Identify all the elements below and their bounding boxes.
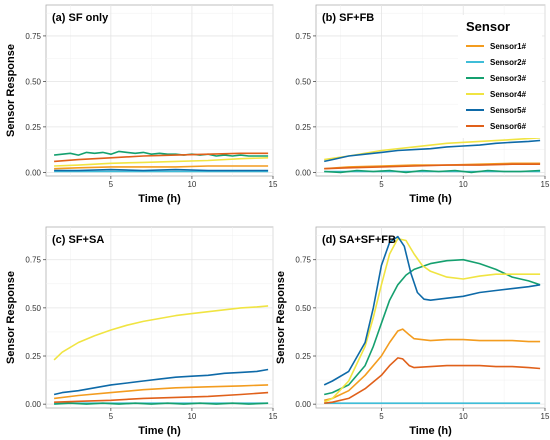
x-tick-label: 15 bbox=[269, 412, 278, 421]
x-tick-label: 5 bbox=[109, 180, 114, 189]
x-tick-label: 10 bbox=[459, 180, 468, 189]
y-tick-label: 0.25 bbox=[25, 123, 41, 132]
y-tick-label: 0.50 bbox=[295, 304, 311, 313]
y-tick-label: 0.75 bbox=[295, 256, 311, 265]
panel-0: 5 10 15 0.00 0.25 0.50 0.75 (a) SF only Time (h)… bbox=[5, 4, 278, 205]
panel-title: (a) SF only bbox=[52, 12, 109, 24]
legend-label-Sensor4: Sensor4# bbox=[490, 90, 527, 99]
y-tick-label: 0.25 bbox=[295, 123, 311, 132]
x-tick-label: 15 bbox=[269, 180, 278, 189]
x-axis-title: Time (h) bbox=[409, 425, 452, 437]
series-line-Sensor5 bbox=[53, 368, 269, 396]
series-line-Sensor6 bbox=[324, 357, 541, 404]
plot-area bbox=[315, 226, 546, 409]
x-tick-label: 10 bbox=[187, 412, 196, 421]
y-tick-label: 0.25 bbox=[295, 352, 311, 361]
y-tick-label: 0.50 bbox=[25, 304, 41, 313]
y-tick-label: 0.00 bbox=[295, 400, 311, 409]
series-line-Sensor1 bbox=[54, 384, 269, 400]
series-line-Sensor3 bbox=[54, 402, 269, 405]
series-line-Sensor5 bbox=[54, 168, 269, 172]
y-tick-label: 0.25 bbox=[25, 352, 41, 361]
panel-3: 5 10 15 0.00 0.25 0.50 0.75 (d) SA+SF+FB Time (h… bbox=[275, 226, 550, 437]
y-tick-label: 0.75 bbox=[295, 32, 311, 41]
series-line-Sensor5 bbox=[324, 139, 541, 163]
legend-label-Sensor2: Sensor2# bbox=[490, 58, 527, 67]
panel-title: (d) SA+SF+FB bbox=[322, 234, 396, 246]
x-axis-title: Time (h) bbox=[409, 193, 452, 205]
legend-label-Sensor5: Sensor5# bbox=[490, 106, 527, 115]
y-tick-label: 0.50 bbox=[25, 77, 41, 86]
y-axis-title: Sensor Response bbox=[5, 44, 17, 137]
legend-label-Sensor1: Sensor1# bbox=[490, 42, 527, 51]
y-tick-label: 0.50 bbox=[295, 77, 311, 86]
x-axis-title: Time (h) bbox=[138, 425, 181, 437]
series-line-Sensor1 bbox=[54, 165, 269, 170]
x-tick-label: 10 bbox=[187, 180, 196, 189]
series-line-Sensor4 bbox=[323, 237, 541, 403]
series-line-Sensor1 bbox=[324, 328, 541, 402]
plot-area bbox=[45, 226, 274, 409]
panel-title: (c) SF+SA bbox=[52, 234, 104, 246]
series-line-Sensor6 bbox=[54, 391, 269, 403]
legend-label-Sensor3: Sensor3# bbox=[490, 74, 527, 83]
y-tick-label: 0.75 bbox=[25, 256, 41, 265]
series-line-Sensor6 bbox=[324, 163, 541, 170]
legend-title: Sensor bbox=[466, 19, 510, 34]
x-tick-label: 5 bbox=[379, 412, 384, 421]
x-tick-label: 10 bbox=[459, 412, 468, 421]
plot-area bbox=[45, 4, 274, 177]
x-tick-label: 15 bbox=[541, 412, 550, 421]
legend-box bbox=[458, 15, 542, 138]
y-tick-label: 0.00 bbox=[25, 168, 41, 177]
legend: Sensor Sensor1# Sensor2# Sensor3# Sensor4# Se… bbox=[458, 15, 542, 138]
x-tick-label: 5 bbox=[109, 412, 114, 421]
x-tick-label: 5 bbox=[379, 180, 384, 189]
series-line-Sensor5 bbox=[323, 235, 541, 386]
x-tick-label: 15 bbox=[541, 180, 550, 189]
y-tick-label: 0.75 bbox=[25, 32, 41, 41]
series-line-Sensor4 bbox=[53, 305, 269, 361]
series-line-Sensor4 bbox=[54, 157, 269, 167]
x-axis-title: Time (h) bbox=[138, 193, 181, 205]
y-axis-title: Sensor Response bbox=[5, 271, 17, 364]
series-line-Sensor3 bbox=[54, 150, 269, 157]
panel-2: 5 10 15 0.00 0.25 0.50 0.75 (c) SF+SA Time (h) Se… bbox=[5, 226, 278, 437]
series-line-Sensor3 bbox=[324, 169, 541, 174]
y-axis-title: Sensor Response bbox=[275, 271, 287, 364]
y-tick-label: 0.00 bbox=[25, 400, 41, 409]
legend-label-Sensor6: Sensor6# bbox=[490, 122, 527, 131]
y-tick-label: 0.00 bbox=[295, 168, 311, 177]
series-line-Sensor6 bbox=[54, 152, 269, 163]
panel-title: (b) SF+FB bbox=[322, 12, 374, 24]
